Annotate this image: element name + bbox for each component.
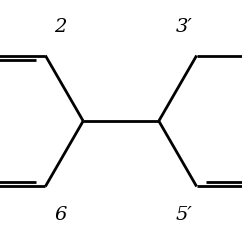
- Text: 2: 2: [54, 18, 67, 36]
- Text: 6: 6: [54, 206, 67, 224]
- Text: 5′: 5′: [175, 206, 192, 224]
- Text: 3′: 3′: [175, 18, 192, 36]
